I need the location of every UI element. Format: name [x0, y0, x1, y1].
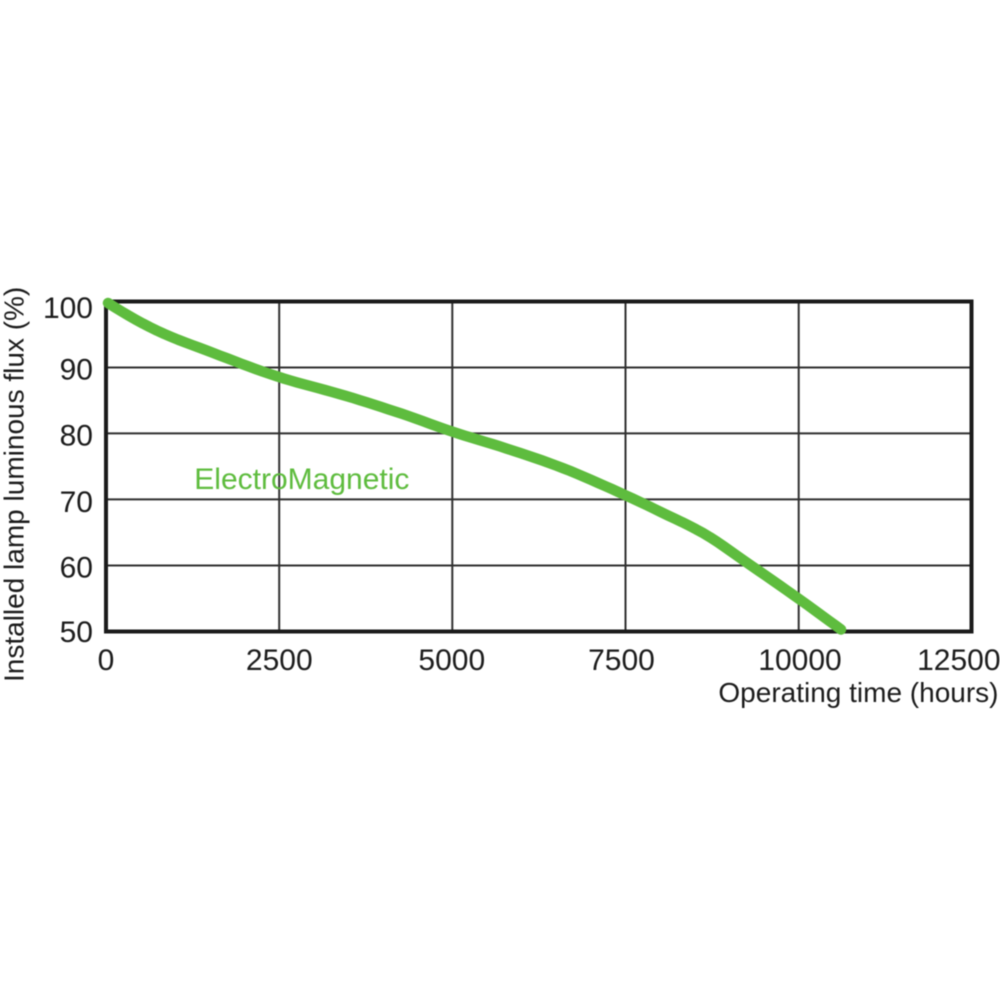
svg-text:Operating time (hours): Operating time (hours)	[718, 677, 998, 708]
svg-text:10000: 10000	[758, 644, 841, 677]
svg-text:0: 0	[98, 644, 115, 677]
svg-text:ElectroMagnetic: ElectroMagnetic	[194, 463, 409, 496]
svg-text:100: 100	[43, 292, 93, 325]
svg-text:90: 90	[60, 354, 93, 387]
svg-text:50: 50	[60, 616, 93, 649]
svg-text:60: 60	[60, 552, 93, 585]
svg-text:2500: 2500	[246, 644, 313, 677]
svg-text:Installed lamp luminous flux (: Installed lamp luminous flux (%)	[0, 287, 29, 682]
svg-text:7500: 7500	[588, 644, 655, 677]
svg-text:70: 70	[60, 486, 93, 519]
svg-text:12500: 12500	[917, 644, 1000, 677]
svg-text:80: 80	[60, 420, 93, 453]
svg-text:5000: 5000	[418, 644, 485, 677]
